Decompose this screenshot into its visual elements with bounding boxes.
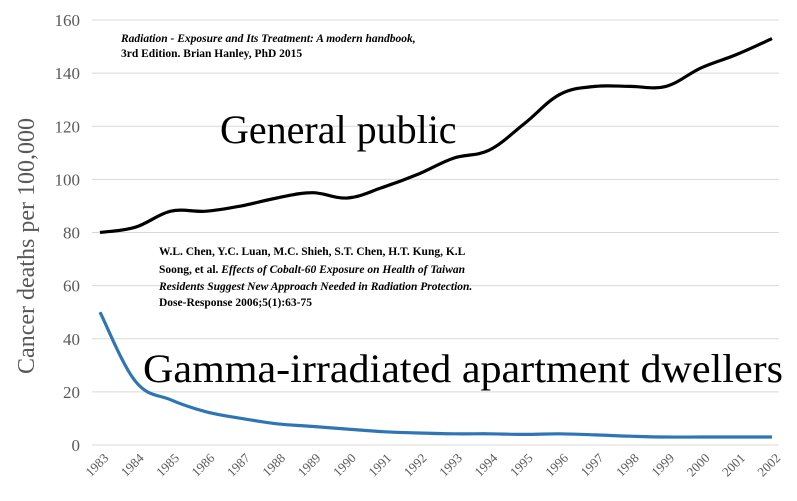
y-tick-label: 0 [72, 436, 81, 455]
citation-line4: Dose-Response 2006;5(1):63-75 [159, 297, 312, 309]
y-tick-label: 40 [63, 330, 80, 349]
x-tick-label: 1990 [330, 450, 359, 479]
series-line-general-public [99, 37, 773, 235]
y-tick-label: 20 [63, 383, 80, 402]
x-tick-label: 2001 [719, 450, 748, 479]
x-tick-label: 1986 [188, 450, 217, 479]
y-tick-labels: 0 20 40 60 80 100 120 140 160 [55, 11, 81, 455]
x-tick-label: 1991 [365, 450, 394, 479]
x-tick-label: 1999 [648, 450, 677, 479]
y-tick-label: 100 [55, 170, 81, 189]
x-tick-labels: 1983 1984 1985 1986 1987 1988 1989 1990 1991 1992… [82, 450, 783, 479]
x-tick-label: 1985 [153, 450, 182, 479]
citation-line2-prefix: Soong, et al. [159, 264, 221, 276]
series-line-gamma-irradiated-apartment-dwellers [98, 311, 772, 439]
citation-line1: W.L. Chen, Y.C. Luan, M.C. Shieh, S.T. C… [159, 246, 466, 258]
x-tick-label: 1983 [82, 450, 111, 479]
source-annotation-line1: Radiation - Exposure and Its Treatment: … [120, 33, 416, 45]
citation-line2: Soong, et al. Effects of Cobalt-60 Expos… [159, 264, 465, 276]
x-tick-label: 1995 [507, 450, 536, 479]
x-tick-label: 1998 [613, 450, 642, 479]
x-tick-label: 2002 [754, 450, 783, 479]
y-tick-label: 160 [55, 11, 81, 30]
series-label-general-public: General public [220, 107, 457, 152]
y-tick-label: 140 [55, 64, 81, 83]
series-label-gamma-irradiated: Gamma-irradiated apartment dwellers [143, 346, 783, 391]
y-tick-label: 80 [63, 224, 80, 243]
y-tick-label: 120 [55, 117, 81, 136]
x-tick-label: 1989 [295, 450, 324, 479]
x-tick-label: 1984 [118, 450, 147, 479]
x-tick-label: 1988 [259, 450, 288, 479]
gridlines [92, 19, 779, 393]
x-tick-label: 2000 [684, 450, 713, 479]
citation-line3: Residents Suggest New Approach Needed in… [158, 281, 472, 293]
y-tick-label: 60 [63, 277, 80, 296]
x-tick-label: 1997 [577, 450, 606, 479]
x-tick-label: 1994 [471, 450, 500, 479]
x-tick-label: 1987 [224, 450, 253, 479]
x-tick-label: 1996 [542, 450, 571, 479]
source-annotation-line2: 3rd Edition. Brian Hanley, PhD 2015 [121, 48, 302, 60]
x-tick-label: 1993 [436, 450, 465, 479]
x-tick-label: 1992 [401, 450, 430, 479]
y-axis-label: Cancer deaths per 100,000 [14, 118, 40, 374]
citation-line2-title: Effects of Cobalt-60 Exposure on Health … [220, 264, 465, 276]
